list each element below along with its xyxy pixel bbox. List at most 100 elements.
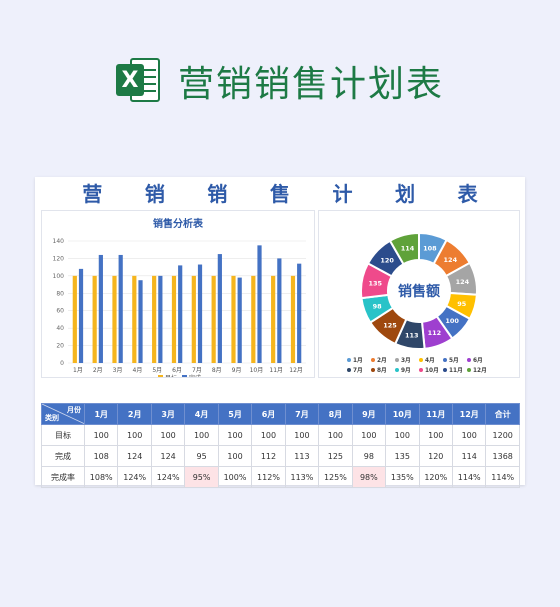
table-cell: 112%: [251, 466, 286, 488]
legend-label: 目标: [165, 374, 177, 377]
legend-dot: [467, 358, 471, 362]
legend-dot: [395, 358, 399, 362]
x-tick-label: 10月: [250, 367, 264, 374]
legend-dot: [347, 368, 351, 372]
table-cell: 98%: [351, 466, 387, 488]
legend-dot: [371, 358, 375, 362]
legend-dot: [371, 368, 375, 372]
table-cell: 100: [351, 424, 387, 446]
bar-done: [178, 265, 183, 363]
table-header-cell: 6月: [251, 403, 286, 425]
bar-done: [217, 254, 222, 363]
y-tick-label: 100: [53, 273, 65, 280]
donut-slice: [388, 231, 420, 266]
bar-chart-panel: 销售分析表 0 20 40 60 80 100 120 140 1月 2月 3月 4月 5月 6月 7月 8月…: [41, 210, 315, 378]
bar-target: [290, 275, 296, 363]
bar-target: [132, 275, 137, 363]
y-tick-label: 60: [56, 308, 64, 315]
y-tick-label: 120: [53, 255, 65, 262]
x-tick-label: 12月: [289, 367, 303, 374]
table-cell: 114: [451, 445, 487, 467]
page-title: 营销销售计划表: [177, 64, 444, 105]
table-cell: 100: [284, 424, 320, 446]
page-header: X 营销销售计划表: [0, 46, 560, 116]
table-header-cell: 5月: [217, 403, 253, 425]
bar-done: [257, 245, 262, 363]
table-cell: 100: [83, 424, 119, 446]
table-cell: 108: [83, 445, 119, 467]
table-cell: 112: [251, 445, 286, 467]
x-tick-label: 11月: [269, 367, 283, 374]
legend-dot: [419, 368, 423, 372]
x-tick-label: 8月: [212, 367, 222, 374]
x-tick-label: 6月: [172, 367, 182, 374]
table-header-cell: 4月: [184, 403, 219, 425]
donut-value-label: 114: [401, 245, 415, 253]
x-tick-label: 9月: [232, 367, 242, 374]
sheet-title-char: 表: [457, 181, 478, 206]
table-cell: 124%: [150, 466, 186, 488]
donut-value-label: 124: [444, 256, 458, 264]
table-header-cell: 11月: [418, 403, 453, 425]
legend-label: 7月: [353, 366, 363, 374]
table-header-cell: 10月: [385, 403, 420, 425]
bar-done: [277, 258, 282, 363]
table-cell: 120: [418, 445, 453, 467]
x-tick-label: 5月: [152, 367, 162, 374]
bar-done: [297, 263, 302, 363]
table-cell: 113: [284, 445, 320, 467]
bar-done: [237, 277, 242, 363]
table-cell: 108%: [83, 466, 119, 488]
sheet-title-char: 划: [395, 181, 416, 206]
table-header-cell: 3月: [150, 403, 186, 425]
table-header-cell: 合计: [485, 403, 520, 425]
spreadsheet-card: 营 销 销 售 计 划 表 销售分析表 0 20 40 60 80 100 120 140 1月…: [35, 177, 525, 488]
table-row: 完成 108 124 124 95 100 112 113 125 98 135 120 114 1368: [41, 445, 520, 467]
table-cell: 124%: [117, 466, 152, 488]
legend-dot: [419, 358, 423, 362]
donut-chart-panel: 108 124 124 95 100 112 113 125 98 135 120 114 销售额 1月 2…: [318, 210, 520, 378]
corner-month-label: 月份: [67, 406, 81, 414]
bar-target: [191, 275, 196, 363]
table-cell: 113%: [284, 466, 320, 488]
table-header-row: 月份 类别 1月 2月 3月 4月 5月 6月 7月 8月 9月 10月 11月…: [41, 403, 520, 425]
table-cell: 98: [351, 445, 387, 467]
legend-label: 2月: [377, 356, 387, 364]
table-cell: 125: [318, 445, 353, 467]
table-corner-cell: 月份 类别: [41, 403, 85, 425]
legend-swatch: [158, 375, 163, 377]
legend-label: 6月: [473, 356, 483, 364]
legend-label: 8月: [377, 366, 387, 374]
table-cell: 100: [150, 424, 186, 446]
table-cell: 100: [451, 424, 487, 446]
donut-value-label: 112: [428, 329, 442, 337]
table-cell: 100%: [217, 466, 253, 488]
table-cell: 100: [385, 424, 420, 446]
table-cell: 114%: [485, 466, 520, 488]
table-cell: 114%: [451, 466, 487, 488]
bar-done: [138, 280, 143, 363]
table-cell: 95%: [184, 466, 219, 488]
legend-label: 5月: [449, 356, 459, 364]
x-tick-label: 4月: [133, 367, 143, 374]
corner-category-label: 类别: [45, 414, 59, 422]
table-cell: 100: [318, 424, 353, 446]
donut-value-label: 95: [457, 300, 467, 308]
table-row: 完成率 108% 124% 124% 95% 100% 112% 113% 125% 98% 135…: [41, 466, 520, 488]
table-cell: 135: [385, 445, 420, 467]
table-cell: 125%: [318, 466, 353, 488]
bar-chart: 0 20 40 60 80 100 120 140 1月 2月 3月 4月 5月 6月 7月 8月 9月 10月 1…: [53, 238, 306, 377]
table-cell: 100: [217, 424, 253, 446]
table-cell: 120%: [418, 466, 453, 488]
legend-label: 3月: [401, 356, 411, 364]
row-label: 目标: [41, 424, 85, 446]
table-cell: 124: [150, 445, 186, 467]
table-cell: 1200: [485, 424, 520, 446]
donut-value-label: 124: [456, 278, 470, 286]
bar-target: [251, 275, 256, 363]
bar-target: [92, 275, 97, 363]
legend-dot: [467, 368, 471, 372]
table-header-cell: 7月: [284, 403, 320, 425]
donut-value-label: 100: [445, 317, 459, 325]
